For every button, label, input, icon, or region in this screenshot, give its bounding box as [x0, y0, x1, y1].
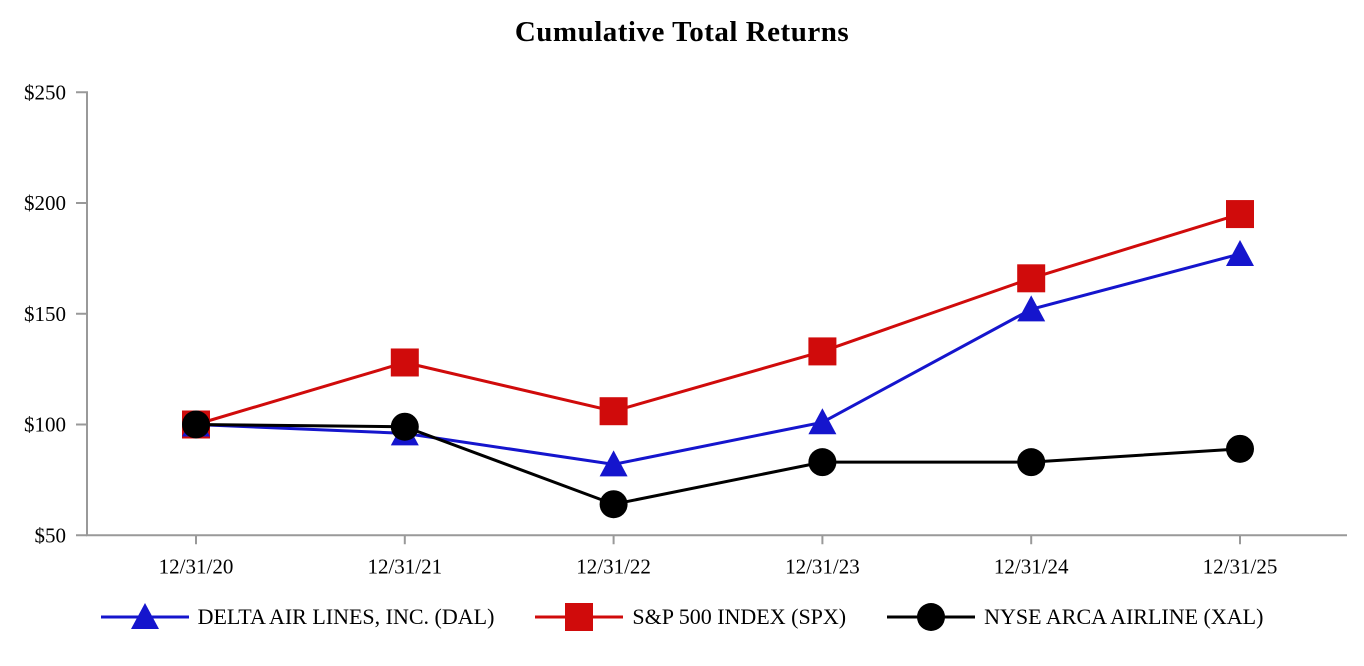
y-tick-label: $250: [24, 80, 66, 104]
x-tick-label: 12/31/21: [367, 554, 442, 578]
dal-series-marker: [599, 450, 628, 477]
dal-series-marker: [808, 408, 837, 435]
x-tick-label: 12/31/23: [785, 554, 860, 578]
legend-triangle-glyph: [130, 603, 159, 629]
y-tick-label: $50: [35, 523, 67, 547]
spx-series-marker: [1017, 264, 1046, 293]
y-tick-label: $150: [24, 302, 66, 326]
legend-item-spx: S&P 500 INDEX (SPX): [535, 601, 846, 633]
xal-series-marker: [390, 412, 419, 441]
x-tick-label: 12/31/20: [159, 554, 234, 578]
legend: DELTA AIR LINES, INC. (DAL) S&P 500 INDE…: [0, 601, 1364, 633]
xal-series-marker: [182, 410, 210, 439]
y-tick-label: $100: [24, 413, 66, 437]
spx-square-marker-icon: [535, 603, 624, 631]
legend-square-glyph: [565, 603, 594, 631]
spx-series-marker: [808, 337, 837, 366]
legend-circle-glyph: [917, 603, 946, 631]
legend-label-dal: DELTA AIR LINES, INC. (DAL): [197, 604, 495, 629]
legend-item-dal: DELTA AIR LINES, INC. (DAL): [100, 601, 495, 633]
legend-item-xal: NYSE ARCA AIRLINE (XAL): [887, 601, 1263, 633]
dal-triangle-marker-icon: [100, 603, 189, 629]
x-tick-label: 12/31/25: [1203, 554, 1278, 578]
xal-series-marker: [1017, 448, 1046, 477]
xal-series-line: [195, 423, 1241, 506]
x-tick-label: 12/31/24: [994, 554, 1069, 578]
xal-circle-marker-icon: [887, 603, 976, 631]
spx-series-marker: [599, 397, 628, 426]
returns-chart: $250 $200 $150 $100 $50 12/31/20 12/31/21 12/31…: [24, 80, 1347, 578]
dal-series-line: [195, 252, 1241, 466]
xal-series-marker: [599, 490, 628, 519]
xal-series-marker: [1226, 434, 1254, 463]
spx-series-marker: [1226, 200, 1254, 229]
spx-series-marker: [390, 348, 419, 377]
legend-label-xal: NYSE ARCA AIRLINE (XAL): [984, 604, 1264, 629]
dal-series-marker: [1017, 295, 1046, 322]
chart-title: Cumulative Total Returns: [514, 16, 850, 48]
y-tick-label: $200: [24, 191, 66, 215]
spx-series-line: [195, 212, 1241, 426]
legend-label-spx: S&P 500 INDEX (SPX): [632, 604, 847, 629]
x-tick-label: 12/31/22: [576, 554, 651, 578]
xal-series-marker: [808, 448, 837, 477]
dal-series-marker: [1226, 239, 1254, 266]
axis-lines: [76, 91, 1347, 537]
